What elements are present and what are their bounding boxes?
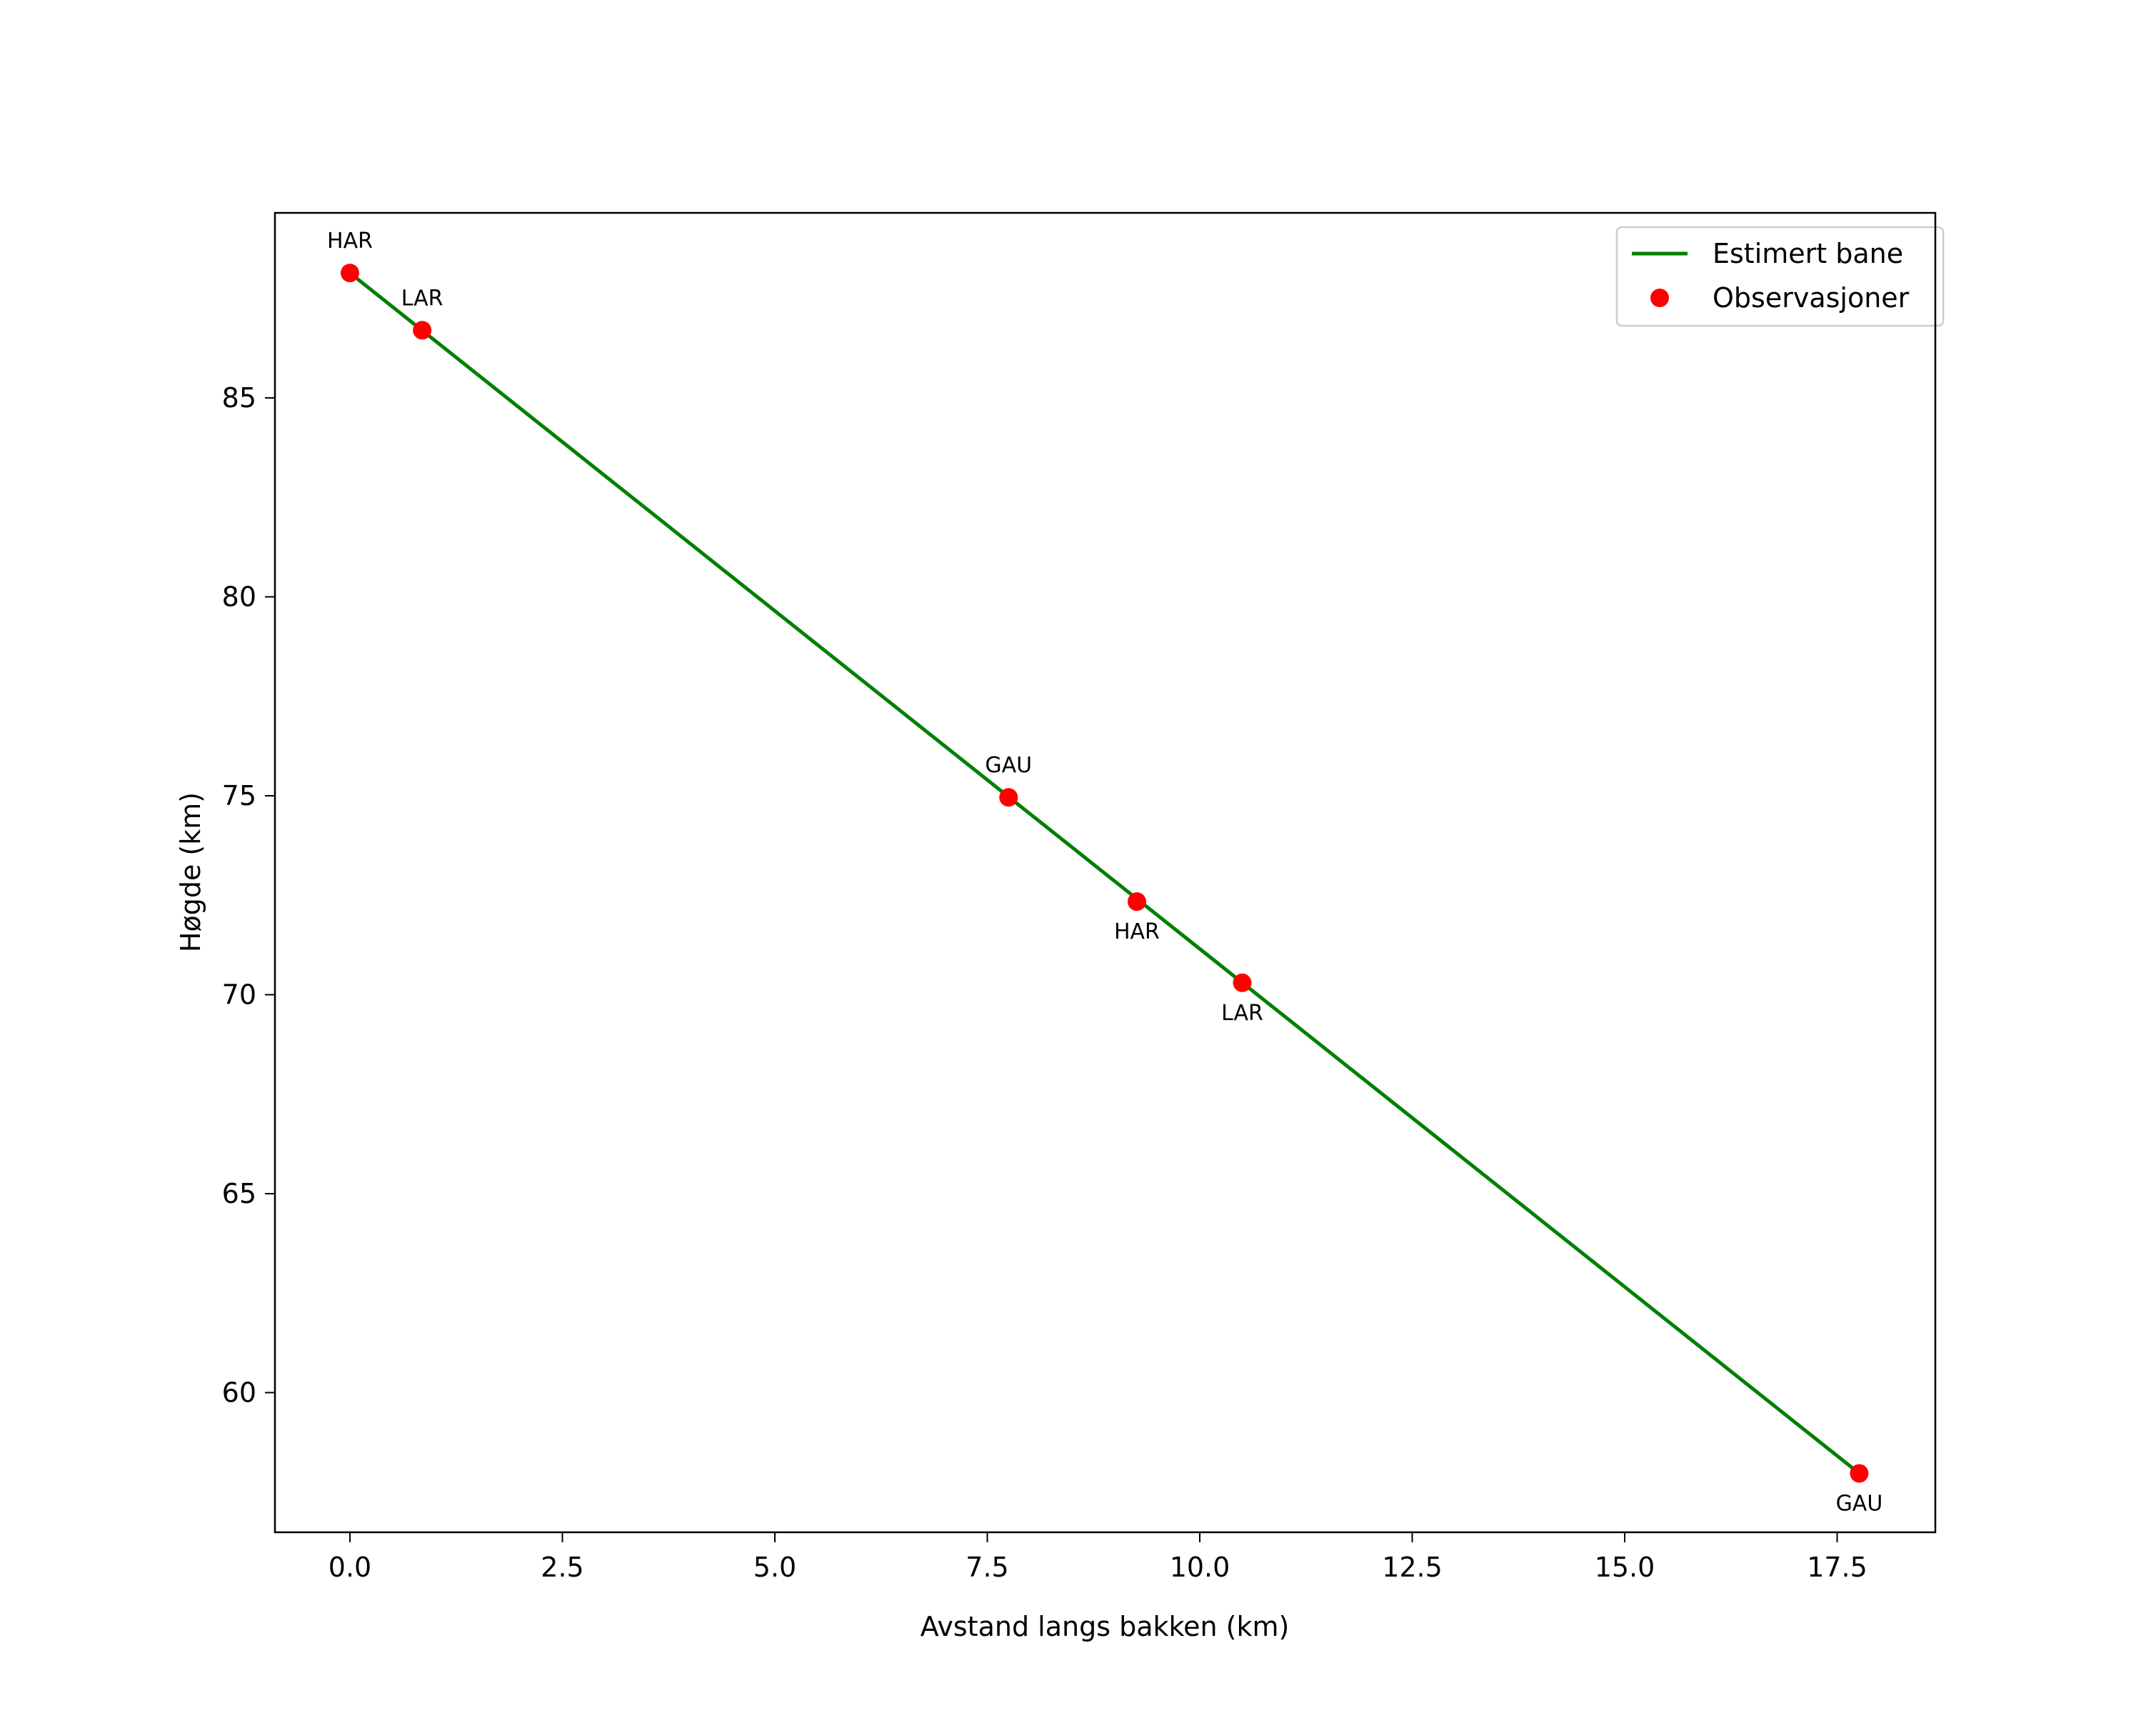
- observation-point: [341, 264, 359, 283]
- station-label: GAU: [985, 753, 1032, 778]
- station-label: LAR: [1221, 1001, 1263, 1026]
- observation-point: [1850, 1464, 1869, 1483]
- plot-area: HAR LAR GAU HAR LAR GAU: [327, 229, 1882, 1516]
- legend-label: Estimert bane: [1713, 238, 1903, 269]
- y-tick-label: 70: [222, 979, 256, 1011]
- station-label: HAR: [1114, 919, 1160, 944]
- x-axis-title: Avstand langs bakken (km): [921, 1611, 1290, 1642]
- y-tick-label: 65: [222, 1178, 256, 1209]
- x-tick-label: 7.5: [966, 1552, 1008, 1583]
- x-tick-label: 17.5: [1807, 1552, 1867, 1583]
- x-tick-label: 2.5: [541, 1552, 583, 1583]
- y-tick-label: 85: [222, 382, 256, 414]
- y-axis-title: Høgde (km): [175, 792, 206, 952]
- legend-dot-icon: [1650, 289, 1669, 307]
- y-tick-label: 80: [222, 581, 256, 613]
- x-tick-label: 12.5: [1382, 1552, 1443, 1583]
- observation-point: [1127, 892, 1146, 912]
- legend-frame: [1615, 226, 1945, 327]
- x-axis: 0.0 2.5 5.0 7.5 10.0 12.5 15.0 17.5: [329, 1532, 1867, 1583]
- y-axis: 60 65 70 75 80 85: [222, 382, 275, 1409]
- x-tick-label: 5.0: [753, 1552, 796, 1583]
- legend: Estimert bane Observasjoner: [1615, 226, 1945, 327]
- y-tick-label: 60: [222, 1377, 256, 1409]
- axes-frame: [274, 211, 1937, 1534]
- station-label: HAR: [327, 229, 373, 254]
- observation-point: [1233, 973, 1252, 992]
- y-tick-label: 75: [222, 780, 256, 811]
- station-label: LAR: [401, 286, 443, 311]
- observation-point: [413, 321, 432, 340]
- x-tick-label: 15.0: [1595, 1552, 1655, 1583]
- observation-point: [999, 788, 1018, 807]
- station-label: GAU: [1836, 1492, 1883, 1517]
- estimated-trajectory-line: [349, 271, 1860, 1475]
- x-tick-label: 0.0: [329, 1552, 371, 1583]
- legend-label: Observasjoner: [1713, 282, 1910, 314]
- x-tick-label: 10.0: [1170, 1552, 1230, 1583]
